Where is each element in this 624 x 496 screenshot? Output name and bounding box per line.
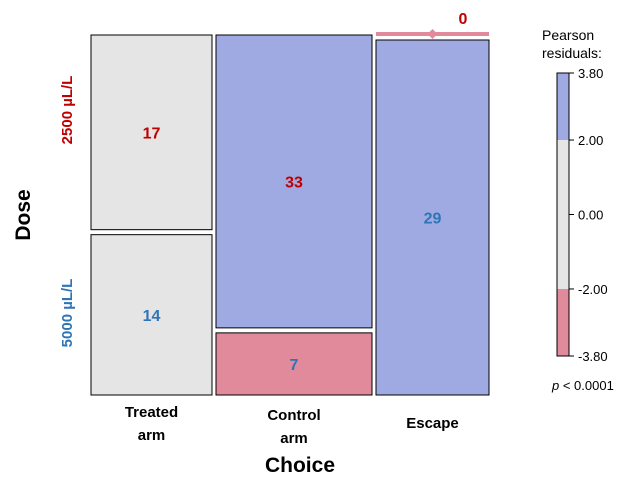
mosaic-cell — [215, 332, 373, 396]
cell-labels: 17 14 33 7 0 29 — [143, 11, 468, 374]
legend-title-line-1: Pearson — [542, 27, 594, 43]
legend-tick-label: 2.00 — [578, 133, 603, 148]
legend-title-line-2: residuals: — [542, 45, 602, 61]
row-label: 2500 µL/L — [59, 76, 76, 145]
mosaic-cell — [90, 234, 213, 396]
column-labels: Treated arm Control arm Escape — [125, 404, 459, 447]
legend-tick-label: -2.00 — [578, 282, 608, 297]
mosaic-cell — [215, 34, 373, 329]
cell-count-label: 17 — [143, 125, 161, 142]
legend-color-bar — [556, 72, 570, 357]
column-label: Treated arm — [125, 404, 178, 444]
legend-band — [557, 288, 569, 356]
p-value: p < 0.0001 — [551, 378, 614, 393]
x-axis-title: Choice — [265, 454, 335, 477]
legend-tick-label: -3.80 — [578, 349, 608, 364]
legend-tick-label: 0.00 — [578, 208, 603, 223]
column-label: Escape — [406, 415, 459, 432]
row-label: 5000 µL/L — [59, 279, 76, 348]
column-label: Control arm — [267, 407, 320, 447]
mosaic-cell — [90, 34, 213, 231]
legend-tick-label: 3.80 — [578, 66, 603, 81]
y-axis-title: Dose — [12, 189, 35, 240]
mosaic-cells — [90, 29, 490, 396]
legend-band — [557, 140, 569, 289]
legend: Pearson residuals: 3.80 2.00 0.00 -2.00 -3.8… — [542, 27, 614, 393]
legend-ticks: 3.80 2.00 0.00 -2.00 -3.80 — [569, 66, 608, 364]
row-labels: 2500 µL/L 5000 µL/L — [59, 76, 76, 348]
zero-cell-marker — [427, 29, 438, 39]
cell-count-label: 0 — [459, 11, 468, 28]
cell-count-label: 14 — [143, 308, 161, 325]
cell-count-label: 33 — [285, 174, 303, 191]
legend-band — [557, 73, 569, 141]
mosaic-cell — [375, 39, 490, 396]
cell-count-label: 29 — [424, 211, 442, 228]
cell-count-label: 7 — [290, 357, 299, 374]
